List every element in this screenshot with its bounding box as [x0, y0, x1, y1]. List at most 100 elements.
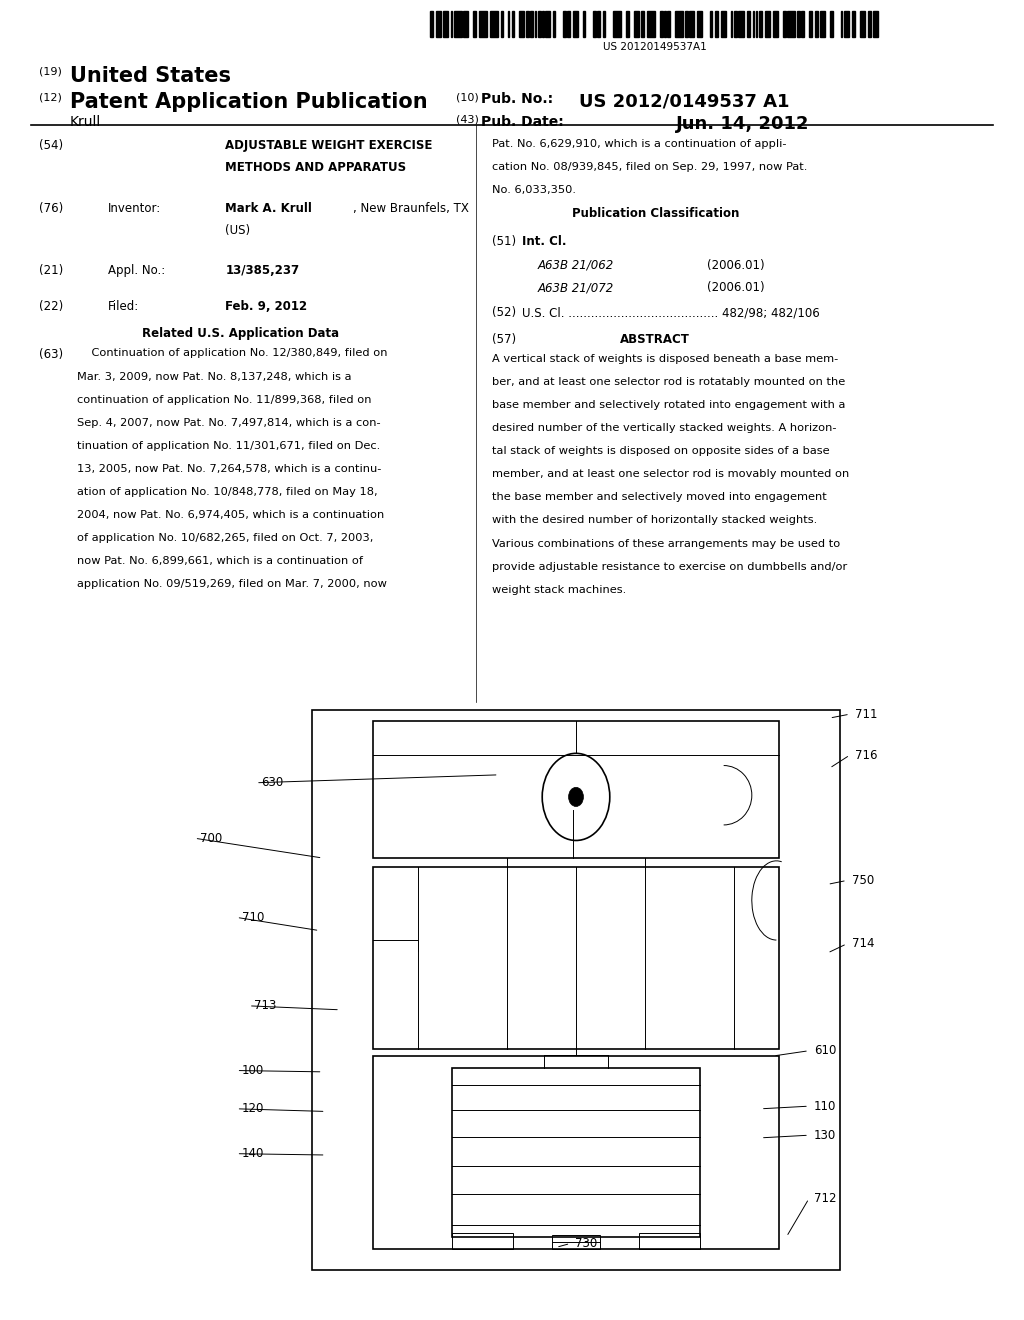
Text: A vertical stack of weights is disposed beneath a base mem-: A vertical stack of weights is disposed …	[492, 354, 838, 364]
Bar	[801, 11, 804, 37]
Text: Krull: Krull	[70, 115, 101, 129]
Bar	[809, 11, 812, 37]
Bar	[668, 11, 670, 37]
Text: ABSTRACT: ABSTRACT	[621, 333, 690, 346]
Text: 120: 120	[242, 1102, 264, 1115]
Bar	[430, 11, 433, 37]
Bar	[868, 11, 871, 37]
Text: (57): (57)	[492, 333, 516, 346]
Bar	[553, 11, 555, 37]
Text: with the desired number of horizontally stacked weights.: with the desired number of horizontally …	[492, 516, 817, 525]
Bar	[502, 11, 503, 37]
Bar	[685, 11, 688, 37]
Text: Various combinations of these arrangements may be used to: Various combinations of these arrangemen…	[492, 539, 840, 549]
Text: 140: 140	[242, 1147, 264, 1160]
Text: (52): (52)	[492, 306, 516, 319]
Bar	[584, 11, 585, 37]
Text: weight stack machines.: weight stack machines.	[492, 585, 626, 595]
Bar	[738, 11, 743, 37]
Text: (51): (51)	[492, 235, 516, 248]
Bar	[820, 11, 825, 37]
Text: 716: 716	[855, 748, 878, 762]
Bar	[479, 11, 487, 37]
Bar	[552, 1236, 600, 1249]
Text: 130: 130	[814, 1129, 837, 1142]
Bar	[746, 11, 750, 37]
Text: Publication Classification: Publication Classification	[571, 207, 739, 220]
Text: (63): (63)	[39, 348, 63, 362]
Bar	[641, 11, 643, 37]
Text: (19): (19)	[39, 66, 61, 77]
Bar	[512, 11, 514, 37]
Bar	[312, 710, 840, 1270]
Bar	[721, 11, 726, 37]
Text: (2006.01): (2006.01)	[707, 281, 764, 294]
Text: Appl. No.:: Appl. No.:	[108, 264, 165, 277]
Bar	[442, 11, 447, 37]
Text: (54): (54)	[39, 139, 63, 152]
Text: (21): (21)	[39, 264, 63, 277]
Bar	[452, 1233, 513, 1249]
Bar	[711, 11, 712, 37]
Text: Related U.S. Application Data: Related U.S. Application Data	[142, 327, 339, 341]
Text: Continuation of application No. 12/380,849, filed on: Continuation of application No. 12/380,8…	[77, 348, 387, 359]
Bar	[473, 11, 476, 37]
Bar	[787, 11, 796, 37]
Bar	[436, 11, 441, 37]
Bar	[535, 11, 537, 37]
Bar	[373, 867, 779, 1049]
Bar	[756, 11, 757, 37]
Bar	[841, 11, 843, 37]
Text: 713: 713	[254, 999, 276, 1012]
Text: member, and at least one selector rod is movably mounted on: member, and at least one selector rod is…	[492, 470, 849, 479]
Text: continuation of application No. 11/899,368, filed on: continuation of application No. 11/899,3…	[77, 395, 372, 405]
Bar	[665, 11, 666, 37]
Text: No. 6,033,350.: No. 6,033,350.	[492, 185, 575, 195]
Bar	[675, 11, 683, 37]
Text: (43): (43)	[456, 115, 478, 125]
Bar	[562, 11, 565, 37]
Text: 610: 610	[814, 1044, 837, 1057]
Bar	[508, 11, 510, 37]
Text: of application No. 10/682,265, filed on Oct. 7, 2003,: of application No. 10/682,265, filed on …	[77, 533, 373, 544]
Bar	[646, 11, 654, 37]
Text: now Pat. No. 6,899,661, which is a continuation of: now Pat. No. 6,899,661, which is a conti…	[77, 557, 362, 566]
Text: Pat. No. 6,629,910, which is a continuation of appli-: Pat. No. 6,629,910, which is a continuat…	[492, 139, 786, 149]
Bar	[626, 11, 629, 37]
Text: provide adjustable resistance to exercise on dumbbells and/or: provide adjustable resistance to exercis…	[492, 562, 847, 572]
Text: tinuation of application No. 11/301,671, filed on Dec.: tinuation of application No. 11/301,671,…	[77, 441, 380, 451]
Bar	[373, 721, 779, 858]
Text: Feb. 9, 2012: Feb. 9, 2012	[225, 300, 307, 313]
Bar	[463, 11, 468, 37]
Bar	[829, 11, 833, 37]
Bar	[872, 11, 878, 37]
Text: (76): (76)	[39, 202, 63, 215]
Text: Pub. No.:: Pub. No.:	[481, 92, 553, 107]
Bar	[773, 11, 777, 37]
Text: 710: 710	[242, 911, 264, 924]
Bar	[597, 11, 600, 37]
Text: , New Braunfels, TX: , New Braunfels, TX	[353, 202, 469, 215]
Bar	[759, 11, 762, 37]
Bar	[525, 11, 528, 37]
Bar	[852, 11, 855, 37]
Bar	[844, 11, 849, 37]
Text: the base member and selectively moved into engagement: the base member and selectively moved in…	[492, 492, 826, 503]
Text: Mar. 3, 2009, now Pat. No. 8,137,248, which is a: Mar. 3, 2009, now Pat. No. 8,137,248, wh…	[77, 372, 351, 381]
Text: Sep. 4, 2007, now Pat. No. 7,497,814, which is a con-: Sep. 4, 2007, now Pat. No. 7,497,814, wh…	[77, 417, 381, 428]
Bar	[715, 11, 718, 37]
Text: 13, 2005, now Pat. No. 7,264,578, which is a continu-: 13, 2005, now Pat. No. 7,264,578, which …	[77, 465, 381, 474]
Text: 2004, now Pat. No. 6,974,405, which is a continuation: 2004, now Pat. No. 6,974,405, which is a…	[77, 511, 384, 520]
Bar	[753, 11, 754, 37]
Text: 750: 750	[852, 874, 874, 887]
Text: Patent Application Publication: Patent Application Publication	[70, 92, 427, 112]
Bar	[734, 11, 737, 37]
Text: METHODS AND APPARATUS: METHODS AND APPARATUS	[225, 161, 407, 174]
Text: Int. Cl.: Int. Cl.	[522, 235, 566, 248]
Bar	[659, 11, 663, 37]
Text: United States: United States	[70, 66, 230, 86]
Bar	[765, 11, 770, 37]
Text: Jun. 14, 2012: Jun. 14, 2012	[676, 115, 809, 133]
Text: (US): (US)	[225, 224, 251, 238]
Text: A63B 21/062: A63B 21/062	[538, 259, 613, 272]
